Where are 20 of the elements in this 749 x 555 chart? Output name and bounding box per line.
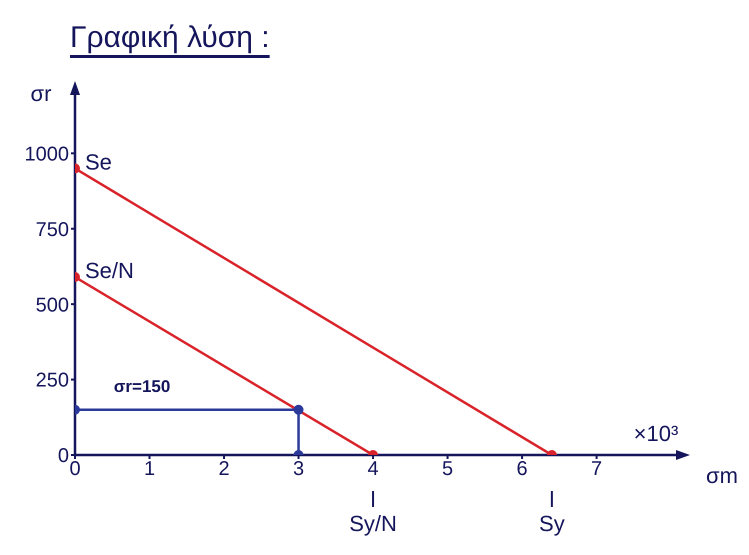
y-tick-label: 1000: [24, 143, 69, 166]
annotation: Se: [85, 149, 112, 174]
x-tick-label: 3: [292, 458, 304, 480]
y-axis-title: σr: [30, 81, 52, 106]
annotation: Sy: [539, 511, 565, 536]
annotation: Se/N: [85, 258, 134, 284]
x-tick-label: 1: [144, 458, 156, 480]
chart-title: Γραφική λύση :: [70, 20, 270, 56]
x-tick-label: 7: [591, 458, 602, 480]
y-tick-label: 750: [36, 218, 69, 241]
annotation: σr=150: [114, 376, 170, 396]
x-tick-label: 2: [218, 458, 230, 480]
x-tick-label: 6: [516, 458, 528, 480]
y-tick-label: 250: [36, 370, 69, 392]
annotation: ×10³: [634, 421, 678, 446]
x-axis-title: σm: [706, 463, 738, 488]
x-tick-label: 5: [442, 458, 454, 480]
x-tick-label: 4: [367, 458, 379, 480]
y-tick-label: 500: [36, 294, 69, 316]
annotation: Sy/N: [349, 511, 397, 536]
